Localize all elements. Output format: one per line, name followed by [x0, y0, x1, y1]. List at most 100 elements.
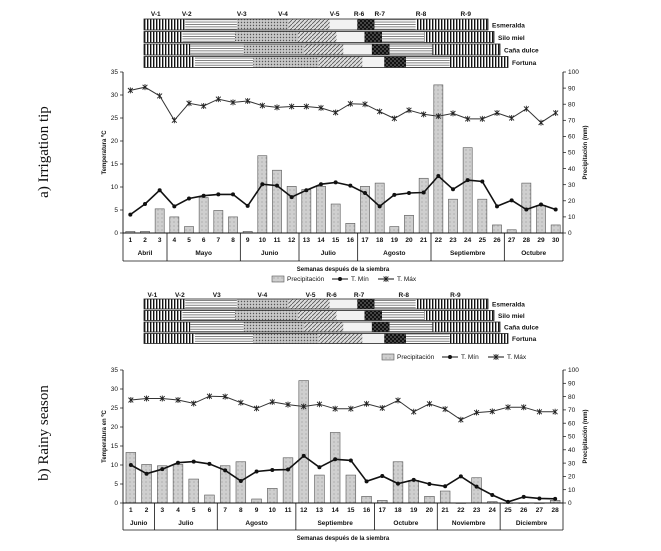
tmin-point [377, 204, 382, 209]
week-label: 24 [489, 507, 497, 514]
tmin-point [333, 457, 338, 462]
month-label: Junio [130, 520, 147, 527]
left-tick-label: 20 [111, 424, 119, 431]
week-label: 16 [347, 237, 355, 244]
precip-bar [169, 216, 180, 234]
tmax-point [552, 109, 559, 116]
week-label: 16 [363, 507, 371, 514]
tmin-point [157, 188, 162, 193]
week-label: 23 [449, 237, 457, 244]
tmax-point [300, 403, 307, 410]
stage-label: R-9 [460, 11, 471, 18]
tmax-point [142, 84, 148, 91]
stage-band-segment [343, 44, 372, 55]
stage-label: R-7 [354, 292, 365, 299]
tmin-point [270, 467, 275, 472]
stage-band-segment [182, 31, 235, 43]
variety-label: Esmeralda [492, 302, 525, 309]
week-label: 25 [479, 237, 487, 244]
stage-label: R-6 [354, 11, 365, 18]
tmin-point [144, 471, 149, 476]
tmin-point [333, 180, 338, 185]
stage-band-segment [185, 299, 237, 309]
week-label: 11 [274, 237, 281, 244]
stage-band-segment [144, 310, 183, 321]
tmin-point [223, 468, 228, 473]
right-tick-label: 100 [568, 69, 579, 76]
stage-label: R-9 [450, 292, 461, 299]
stage-band-segment [449, 333, 508, 344]
tmin-point [364, 479, 369, 484]
tmax-point [259, 102, 266, 109]
tmin-point [128, 463, 133, 467]
stage-label: R-6 [326, 292, 337, 299]
stage-band-segment [144, 333, 195, 344]
week-label: 10 [269, 507, 277, 514]
right-axis-title: Precipitación (mm) [583, 409, 589, 463]
variety-label: Silo miel [498, 313, 525, 320]
month-label: Julio [321, 250, 336, 257]
left-tick-label: 30 [111, 92, 119, 99]
precip-bar [345, 223, 356, 234]
week-label: 27 [536, 507, 544, 514]
tmax-point [520, 404, 527, 411]
precip-bar [506, 229, 517, 234]
tmin-point [553, 496, 558, 501]
tmax-point [473, 409, 480, 416]
left-axis-title: Temperatura ºC [102, 130, 108, 175]
tmax-point [435, 113, 442, 120]
tmax-point [391, 115, 398, 122]
tmin-point [436, 173, 441, 178]
legend-label: Precipitación [397, 354, 435, 361]
week-label: 2 [145, 507, 149, 514]
stage-band-segment [382, 31, 424, 43]
tmax-point [303, 103, 310, 110]
legend-swatch-precip [381, 353, 395, 361]
stage-band-segment [190, 322, 244, 332]
stage-band-segment [190, 44, 244, 55]
stage-band-segment [362, 333, 385, 344]
precip-bar [439, 490, 451, 504]
legend-marker [383, 276, 389, 282]
tmax-point [128, 397, 134, 404]
stage-band-segment [406, 333, 450, 344]
right-tick-label: 60 [568, 420, 576, 427]
stage-band-segment [384, 56, 407, 68]
precip-bar [408, 480, 419, 504]
week-label: 4 [173, 237, 177, 244]
stage-label: V-4 [278, 11, 288, 18]
stage-band-segment [235, 310, 298, 321]
tmin-point [143, 202, 147, 207]
tmin-point [480, 179, 485, 184]
right-tick-label: 60 [568, 134, 576, 141]
tmin-point [187, 196, 191, 201]
tmax-line [130, 395, 556, 421]
week-label: 7 [217, 237, 221, 244]
right-tick-label: 40 [568, 166, 576, 173]
stage-band-segment [415, 299, 488, 309]
stage-band-row [143, 321, 501, 333]
month-label: Noviembre [452, 520, 486, 527]
stage-band-segment [288, 299, 330, 309]
tmax-point [127, 87, 134, 94]
variety-label: Fortuna [512, 336, 537, 343]
precip-bar [329, 432, 341, 504]
tmin-point [392, 192, 397, 197]
tmin-point [176, 460, 180, 465]
tmin-point [407, 190, 411, 195]
precip-bar [257, 155, 268, 234]
stage-band-segment [415, 19, 488, 30]
tmin-point [495, 204, 499, 209]
stage-band-segment [253, 56, 319, 68]
precip-bar [462, 147, 473, 234]
tmin-point [207, 461, 212, 466]
stage-label: V-4 [258, 292, 268, 299]
tmax-point [156, 92, 163, 99]
tmin-point [191, 459, 196, 464]
tmax-point [186, 100, 192, 107]
tmin-point [319, 182, 323, 187]
tmax-point [538, 119, 544, 126]
stage-label: V3 [213, 292, 221, 299]
tmax-point [347, 100, 354, 107]
precip-bar [286, 186, 297, 234]
